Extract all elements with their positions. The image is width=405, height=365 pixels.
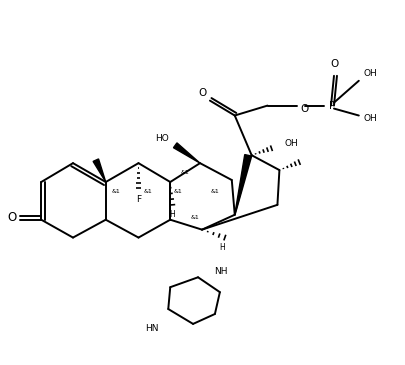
- Polygon shape: [173, 143, 200, 163]
- Polygon shape: [93, 159, 105, 182]
- Text: O: O: [8, 211, 17, 224]
- Polygon shape: [234, 155, 250, 215]
- Text: O: O: [330, 59, 338, 69]
- Text: H: H: [169, 210, 175, 219]
- Text: F: F: [136, 195, 141, 204]
- Text: OH: OH: [363, 69, 377, 78]
- Text: H: H: [218, 243, 224, 252]
- Text: O: O: [198, 88, 207, 98]
- Text: HN: HN: [145, 324, 158, 333]
- Text: O: O: [299, 104, 307, 114]
- Text: NH: NH: [213, 267, 227, 276]
- Text: &1: &1: [173, 189, 182, 195]
- Text: OH: OH: [363, 114, 377, 123]
- Text: &1: &1: [190, 215, 199, 220]
- Text: &1: &1: [144, 189, 152, 195]
- Text: &1: &1: [111, 189, 120, 195]
- Text: &1: &1: [180, 170, 189, 174]
- Text: P: P: [328, 101, 334, 111]
- Text: OH: OH: [284, 139, 297, 148]
- Text: &1: &1: [210, 189, 219, 195]
- Text: HO: HO: [155, 134, 169, 143]
